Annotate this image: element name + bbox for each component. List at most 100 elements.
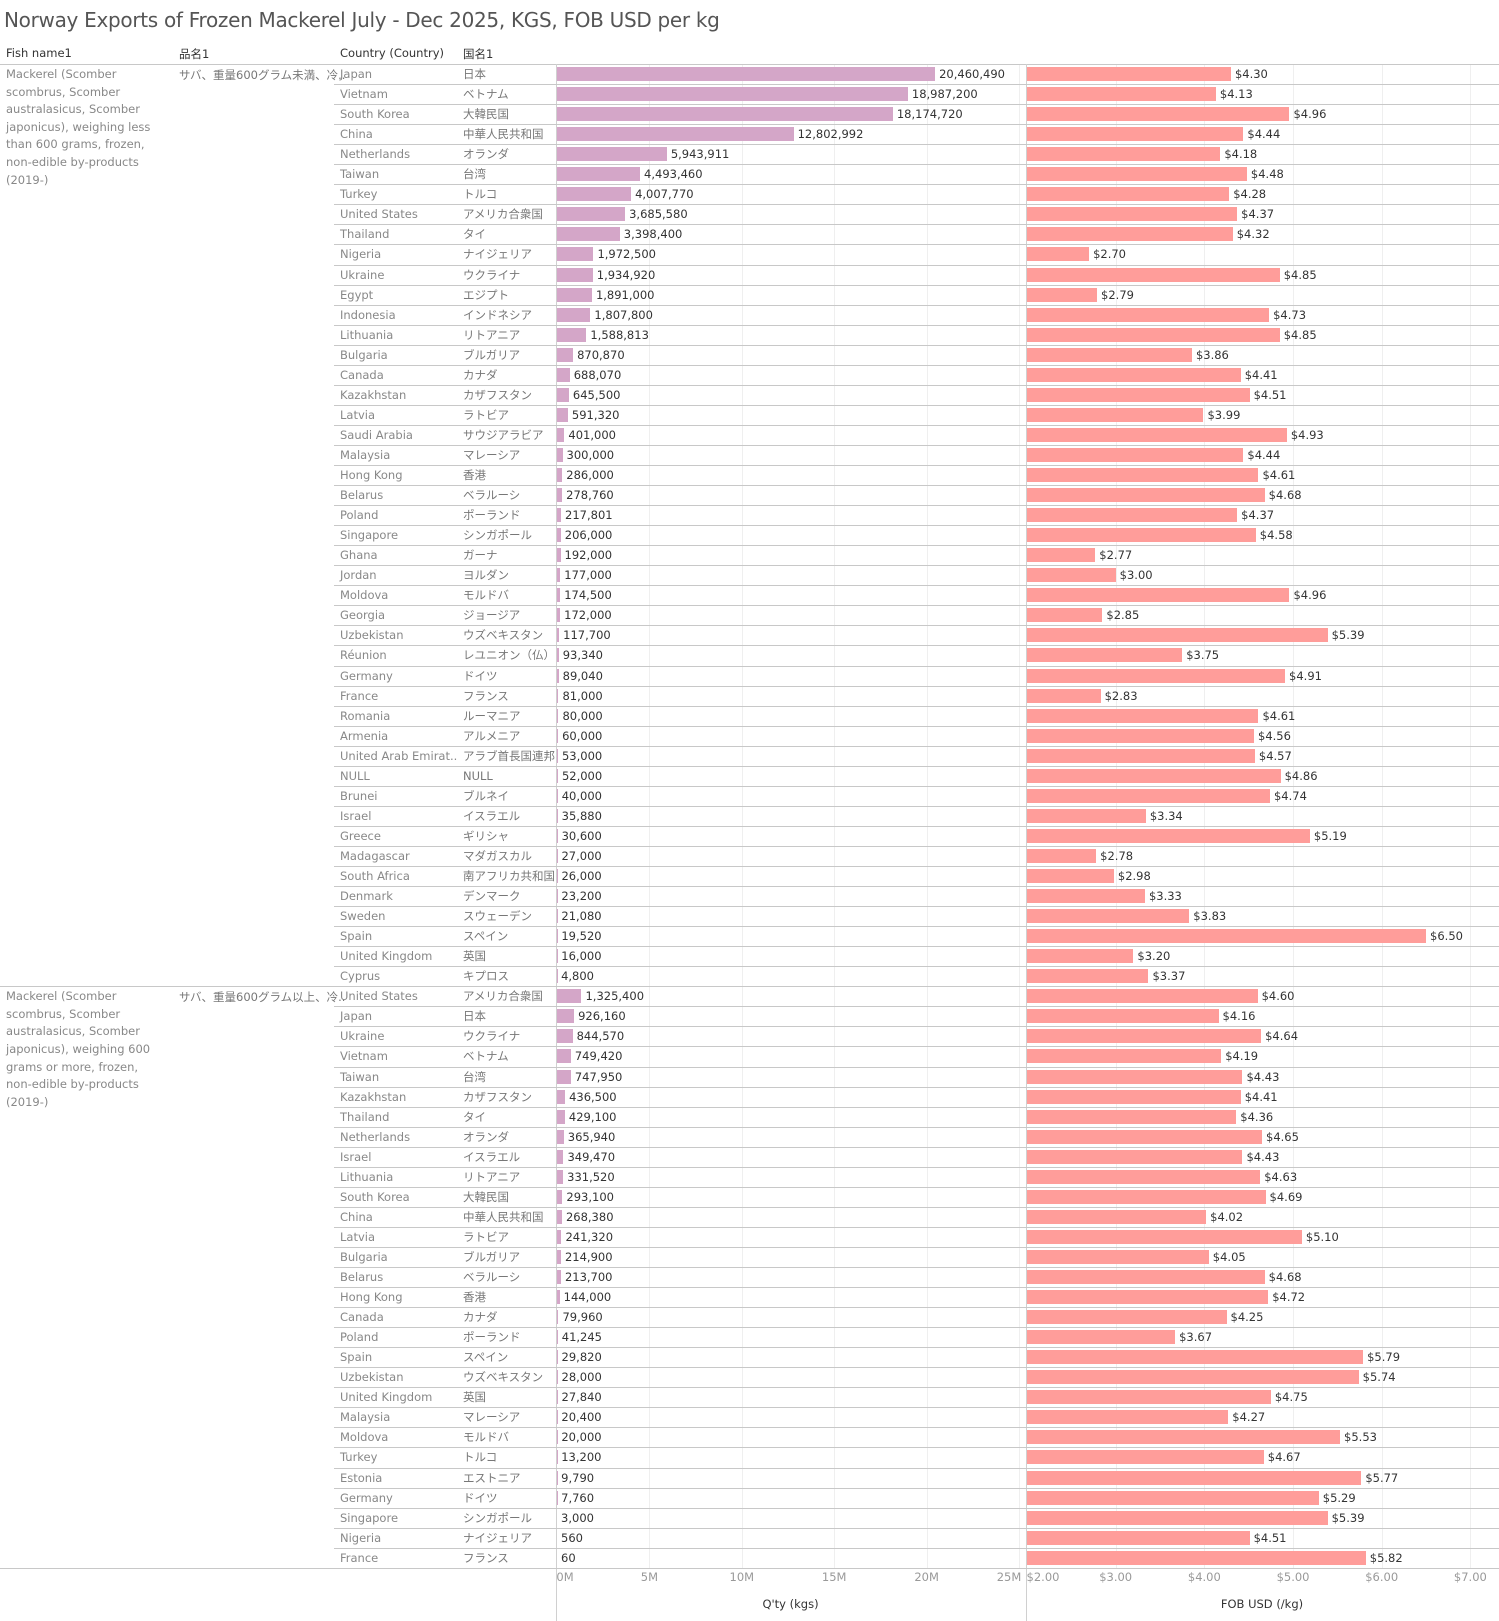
qty-bar[interactable] (557, 1129, 564, 1144)
qty-bar[interactable] (557, 828, 558, 843)
fob-bar[interactable] (1027, 488, 1265, 503)
country-cell[interactable]: Belarus (340, 1270, 384, 1284)
country-cell[interactable]: Hong Kong (340, 468, 403, 482)
fob-bar[interactable] (1027, 969, 1149, 984)
fob-bar[interactable] (1027, 247, 1090, 262)
fob-bar[interactable] (1027, 267, 1280, 282)
fob-bar[interactable] (1027, 427, 1287, 442)
country-cell[interactable]: Moldova (340, 588, 389, 603)
qty-bar[interactable] (557, 628, 560, 643)
country-cell[interactable]: Vietnam (340, 1049, 388, 1064)
country-cell[interactable]: United States (340, 989, 418, 1004)
fob-bar[interactable] (1027, 1470, 1362, 1485)
country-cell[interactable]: Saudi Arabia (340, 427, 413, 442)
fob-bar[interactable] (1027, 668, 1286, 683)
country-cell[interactable]: Madagascar (340, 848, 410, 863)
country-cell[interactable]: Armenia (340, 728, 389, 743)
qty-bar[interactable] (557, 708, 559, 723)
fob-bar[interactable] (1027, 548, 1096, 563)
fob-bar[interactable] (1027, 1109, 1237, 1124)
country-cell[interactable]: Georgia (340, 608, 386, 623)
qty-bar[interactable] (557, 1390, 558, 1405)
country-cell[interactable]: Japan (340, 1009, 373, 1024)
qty-bar[interactable] (557, 768, 558, 783)
qty-bar[interactable] (557, 167, 641, 182)
qty-bar[interactable] (557, 1049, 571, 1064)
fob-bar[interactable] (1027, 1370, 1359, 1385)
country-cell[interactable]: South Korea (340, 107, 410, 122)
country-cell[interactable]: Germany (340, 1490, 393, 1505)
qty-bar[interactable] (557, 67, 936, 81)
country-cell[interactable]: Bulgaria (340, 1249, 388, 1264)
fob-bar[interactable] (1027, 889, 1145, 904)
fob-bar[interactable] (1027, 688, 1101, 703)
fob-bar[interactable] (1027, 468, 1259, 482)
country-cell[interactable]: United States (340, 207, 418, 222)
fob-bar[interactable] (1027, 1430, 1341, 1445)
fob-bar[interactable] (1027, 1310, 1227, 1325)
fob-bar[interactable] (1027, 1390, 1271, 1405)
fob-bar[interactable] (1027, 1490, 1319, 1505)
country-cell[interactable]: Latvia (340, 1229, 376, 1244)
fob-bar[interactable] (1027, 1290, 1269, 1305)
qty-bar[interactable] (557, 347, 574, 362)
fob-bar[interactable] (1027, 1530, 1250, 1545)
country-cell[interactable]: Uzbekistan (340, 1370, 404, 1385)
fob-bar[interactable] (1027, 608, 1103, 623)
fob-bar[interactable] (1027, 67, 1231, 81)
country-cell[interactable]: Latvia (340, 407, 376, 422)
country-cell[interactable]: Jordan (340, 568, 377, 583)
fob-bar[interactable] (1027, 167, 1247, 182)
country-cell[interactable]: Belarus (340, 488, 384, 503)
fob-bar[interactable] (1027, 568, 1116, 583)
fob-bar[interactable] (1027, 1029, 1262, 1044)
country-cell[interactable]: Cyprus (340, 969, 381, 984)
qty-bar[interactable] (557, 1370, 558, 1385)
fob-bar[interactable] (1027, 327, 1280, 342)
country-cell[interactable]: Netherlands (340, 147, 411, 162)
fob-bar[interactable] (1027, 929, 1427, 944)
fob-bar[interactable] (1027, 508, 1238, 523)
qty-bar[interactable] (557, 307, 591, 322)
fob-bar[interactable] (1027, 768, 1281, 783)
fob-bar[interactable] (1027, 628, 1328, 643)
country-cell[interactable]: Lithuania (340, 1169, 394, 1184)
country-cell[interactable]: Spain (340, 929, 373, 944)
qty-bar[interactable] (557, 427, 565, 442)
country-cell[interactable]: Thailand (340, 227, 390, 242)
qty-bar[interactable] (557, 1229, 562, 1244)
country-cell[interactable]: Vietnam (340, 87, 388, 102)
country-cell[interactable]: Ghana (340, 548, 378, 563)
qty-bar[interactable] (557, 87, 908, 102)
qty-bar[interactable] (557, 1290, 560, 1305)
qty-bar[interactable] (557, 788, 558, 803)
fob-bar[interactable] (1027, 307, 1270, 322)
qty-bar[interactable] (557, 267, 593, 282)
country-cell[interactable]: Turkey (340, 187, 378, 202)
qty-bar[interactable] (557, 1270, 561, 1284)
country-cell[interactable]: Denmark (340, 889, 393, 904)
country-cell[interactable]: Canada (340, 367, 384, 382)
fob-bar[interactable] (1027, 1049, 1222, 1064)
country-cell[interactable]: Egypt (340, 287, 374, 302)
fob-bar[interactable] (1027, 808, 1146, 823)
qty-bar[interactable] (557, 107, 893, 122)
fob-bar[interactable] (1027, 387, 1250, 402)
country-cell[interactable]: Poland (340, 508, 379, 523)
country-cell[interactable]: Indonesia (340, 307, 396, 322)
fob-bar[interactable] (1027, 87, 1216, 102)
country-cell[interactable]: Singapore (340, 1510, 399, 1525)
qty-bar[interactable] (557, 1089, 566, 1104)
fob-bar[interactable] (1027, 187, 1230, 202)
country-cell[interactable]: Réunion (340, 648, 387, 663)
country-cell[interactable]: Moldova (340, 1430, 389, 1445)
qty-bar[interactable] (557, 327, 587, 342)
fob-bar[interactable] (1027, 1209, 1207, 1224)
qty-bar[interactable] (557, 488, 563, 503)
fob-bar[interactable] (1027, 287, 1098, 302)
country-cell[interactable]: Spain (340, 1350, 373, 1365)
qty-bar[interactable] (557, 1249, 561, 1264)
country-cell[interactable]: Romania (340, 708, 391, 723)
fob-bar[interactable] (1027, 1169, 1261, 1184)
country-cell[interactable]: Nigeria (340, 1530, 382, 1545)
